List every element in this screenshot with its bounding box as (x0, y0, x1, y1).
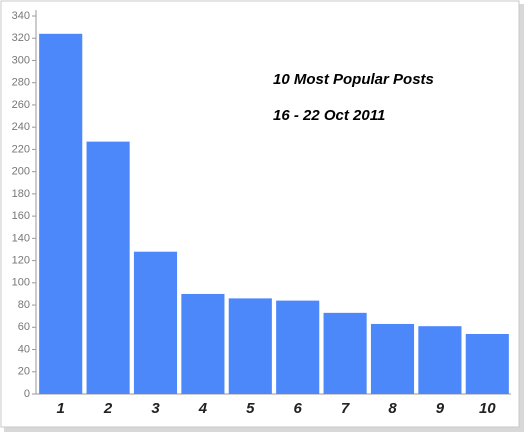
chart-subtitle: 16 - 22 Oct 2011 (273, 107, 385, 124)
x-tick-label: 2 (103, 400, 113, 417)
y-tick-label: 200 (12, 166, 30, 178)
y-tick-label: 320 (12, 32, 30, 44)
y-tick-label: 260 (12, 99, 30, 111)
y-tick-label: 0 (24, 388, 30, 400)
bar (323, 312, 367, 394)
bar (228, 298, 272, 394)
y-tick-label: 100 (12, 277, 30, 289)
y-tick-label: 340 (12, 10, 30, 22)
y-tick-label: 20 (18, 366, 30, 378)
y-tick-label: 220 (12, 143, 30, 155)
y-tick-label: 80 (18, 299, 30, 311)
x-tick-label: 3 (151, 400, 160, 417)
y-tick-label: 180 (12, 188, 30, 200)
y-tick-label: 60 (18, 321, 30, 333)
x-tick-label: 5 (246, 400, 255, 417)
bar (181, 293, 225, 394)
x-tick-label: 6 (294, 400, 303, 417)
bar (133, 251, 178, 394)
bar (465, 333, 509, 394)
chart-title: 10 Most Popular Posts (273, 71, 434, 88)
x-tick-label: 8 (388, 400, 397, 417)
y-tick-label: 280 (12, 77, 30, 89)
x-tick-label: 10 (479, 400, 496, 417)
bar (418, 326, 462, 394)
y-tick-label: 240 (12, 121, 30, 133)
bar (370, 323, 415, 394)
x-tick-label: 9 (436, 400, 445, 417)
bar (276, 300, 320, 394)
y-tick-label: 160 (12, 210, 30, 222)
x-tick-label: 7 (341, 400, 350, 417)
bar (86, 141, 130, 394)
bar (39, 33, 83, 394)
y-tick-label: 140 (12, 232, 30, 244)
y-tick-label: 300 (12, 54, 30, 66)
y-tick-label: 120 (12, 254, 30, 266)
x-tick-label: 4 (198, 400, 208, 417)
y-tick-label: 40 (18, 343, 30, 355)
x-tick-label: 1 (57, 400, 65, 417)
